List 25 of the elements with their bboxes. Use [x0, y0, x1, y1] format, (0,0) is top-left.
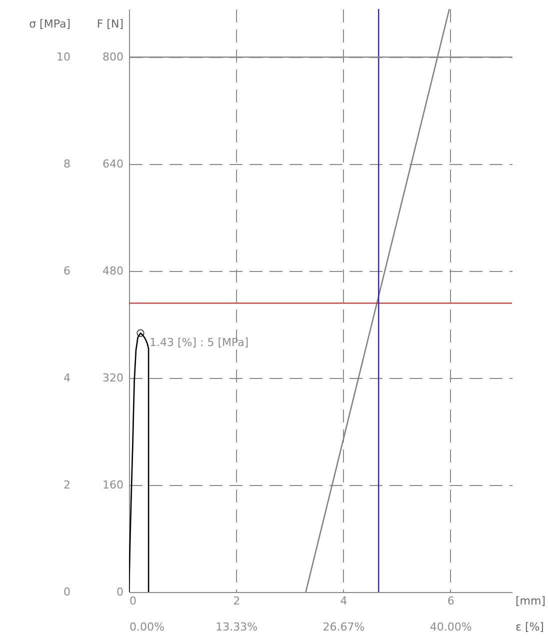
y2-tick-label: 160 — [102, 478, 124, 492]
y-tick-label: 2 — [64, 478, 70, 492]
x2-tick-label: 13.33% — [216, 620, 258, 634]
x-tick-label: 0 — [130, 594, 136, 608]
y2-tick-label: 480 — [102, 264, 124, 278]
y-axis-title: σ [MPa] — [29, 18, 70, 30]
x2-tick-label: 40.00% — [430, 620, 472, 634]
y2-tick-label: 800 — [102, 50, 124, 64]
y2-axis-title: F [N] — [96, 18, 124, 30]
y2-tick-label: 320 — [102, 372, 124, 385]
y-tick-label: 0 — [64, 586, 70, 598]
x-tick-label: 4 — [340, 594, 348, 608]
y2-tick-label: 0 — [116, 586, 124, 598]
annotation: 1.43 [%] : 5 [MPa] — [149, 336, 249, 350]
x2-axis-title: ε [%] — [516, 620, 544, 634]
y-tick-label: 4 — [64, 372, 70, 385]
y-tick-label: 6 — [64, 264, 70, 278]
x2-tick-label: 26.67% — [322, 620, 365, 634]
y-tick-label: 10 — [56, 50, 70, 64]
y2-tick-label: 640 — [102, 158, 124, 171]
x-tick-label: 2 — [233, 594, 240, 608]
x-axis-title: [mm] — [516, 594, 546, 608]
y-tick-label: 8 — [64, 158, 70, 171]
x-tick-label: 6 — [447, 594, 454, 608]
x2-tick-label: 0.00% — [130, 620, 164, 634]
